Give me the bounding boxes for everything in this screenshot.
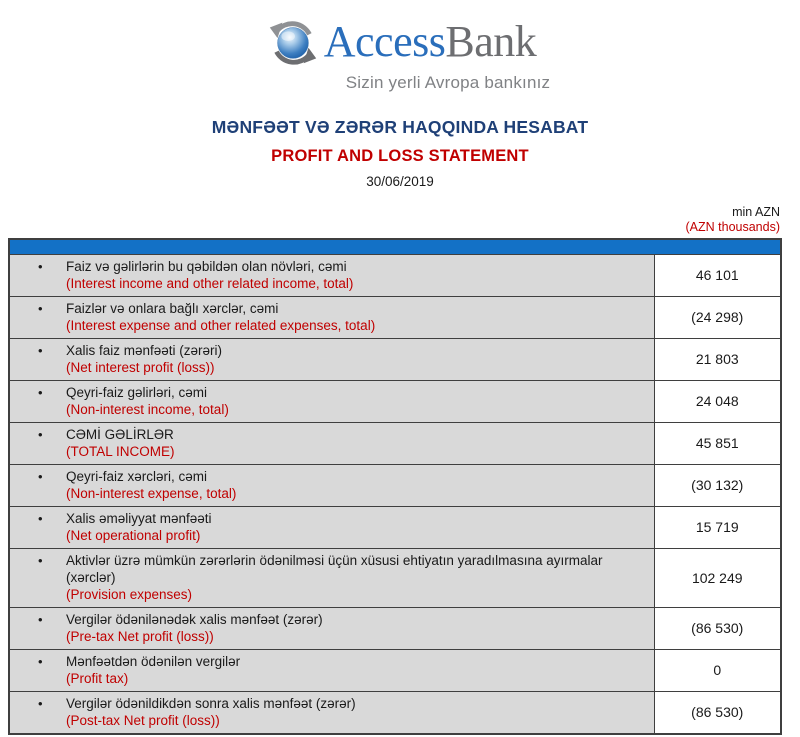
brand-access: Access xyxy=(323,17,446,66)
table-row: • Qeyri-faiz gəlirləri, cəmi (Non-intere… xyxy=(8,379,782,423)
row-label-en: (TOTAL INCOME) xyxy=(66,443,175,459)
table-row: • Xalis faiz mənfəəti (zərəri) (Net inte… xyxy=(8,337,782,381)
table-row: • Qeyri-faiz xərcləri, cəmi (Non-interes… xyxy=(8,463,782,507)
row-label-az: Mənfəətdən ödənilən vergilər xyxy=(66,653,241,669)
row-value: 45 851 xyxy=(653,421,782,465)
report-date: 30/06/2019 xyxy=(366,174,434,189)
row-label-az: Qeyri-faiz xərcləri, cəmi xyxy=(66,468,208,484)
bullet-icon: • xyxy=(38,510,43,526)
row-value: 46 101 xyxy=(653,253,782,297)
table-header-bar xyxy=(8,238,782,255)
bullet-icon: • xyxy=(38,258,43,274)
row-label-az: Aktivlər üzrə mümkün zərərlərin ödənilmə… xyxy=(66,552,603,585)
report-title-az: MƏNFƏƏT VƏ ZƏRƏR HAQQINDA HESABAT xyxy=(211,117,589,137)
bullet-icon: • xyxy=(38,384,43,400)
row-label-en: (Pre-tax Net profit (loss)) xyxy=(66,628,214,644)
units-label-az: min AZN xyxy=(732,205,780,219)
row-label-en: (Net interest profit (loss)) xyxy=(66,359,215,375)
row-value: 21 803 xyxy=(653,337,782,381)
row-label-az: Qeyri-faiz gəlirləri, cəmi xyxy=(66,384,208,400)
row-value: (86 530) xyxy=(653,606,782,650)
row-label-en: (Provision expenses) xyxy=(66,586,193,602)
row-label-az: Faizlər və onlara bağlı xərclər, cəmi xyxy=(66,300,279,316)
row-label-cell: • Qeyri-faiz gəlirləri, cəmi (Non-intere… xyxy=(8,379,655,423)
table-header-row xyxy=(8,238,782,255)
row-label-az: Vergilər ödənildikdən sonra xalis mənfəə… xyxy=(66,695,356,711)
row-value: (30 132) xyxy=(653,463,782,507)
table-row: • CƏMİ GƏLİRLƏR (TOTAL INCOME) 45 851 xyxy=(8,421,782,465)
row-label-az: Xalis əməliyyat mənfəəti xyxy=(66,510,212,526)
row-label-cell: • Faiz və gəlirlərin bu qəbildən olan nö… xyxy=(8,253,655,297)
pl-table: • Faiz və gəlirlərin bu qəbildən olan nö… xyxy=(8,238,782,735)
bullet-icon: • xyxy=(38,611,43,627)
row-label-en: (Interest expense and other related expe… xyxy=(66,317,376,333)
row-label-cell: • Vergilər ödənilənədək xalis mənfəət (z… xyxy=(8,606,655,650)
row-label-cell: • Mənfəətdən ödənilən vergilər (Profit t… xyxy=(8,648,655,692)
row-label-cell: • CƏMİ GƏLİRLƏR (TOTAL INCOME) xyxy=(8,421,655,465)
table-row: • Vergilər ödənildikdən sonra xalis mənf… xyxy=(8,690,782,734)
row-value: (86 530) xyxy=(653,690,782,734)
globe-icon xyxy=(269,21,316,65)
table-row: • Vergilər ödənilənədək xalis mənfəət (z… xyxy=(8,606,782,650)
bullet-icon: • xyxy=(38,552,43,568)
row-label-en: (Profit tax) xyxy=(66,670,129,686)
row-label-cell: • Faizlər və onlara bağlı xərclər, cəmi … xyxy=(8,295,655,339)
row-label-az: Vergilər ödənilənədək xalis mənfəət (zər… xyxy=(66,611,323,627)
row-label-az: Xalis faiz mənfəəti (zərəri) xyxy=(66,342,223,358)
row-label-az: CƏMİ GƏLİRLƏR xyxy=(66,426,174,442)
logo-tagline: Sizin yerli Avropa bankınız xyxy=(345,73,551,92)
bullet-icon: • xyxy=(38,653,43,669)
row-value: 0 xyxy=(653,648,782,692)
row-label-cell: • Xalis faiz mənfəəti (zərəri) (Net inte… xyxy=(8,337,655,381)
bullet-icon: • xyxy=(38,695,43,711)
row-value: 102 249 xyxy=(653,547,782,608)
units-block: min AZN (AZN thousands) xyxy=(0,205,780,235)
row-value: (24 298) xyxy=(653,295,782,339)
row-label-en: (Non-interest income, total) xyxy=(66,401,229,417)
accessbank-logo: AccessBank Sizin yerli Avropa bankınız xyxy=(0,12,800,93)
row-value: 24 048 xyxy=(653,379,782,423)
units-label-en: (AZN thousands) xyxy=(685,220,780,234)
row-label-cell: • Qeyri-faiz xərcləri, cəmi (Non-interes… xyxy=(8,463,655,507)
table-row: • Faiz və gəlirlərin bu qəbildən olan nö… xyxy=(8,253,782,297)
row-label-en: (Interest income and other related incom… xyxy=(66,275,354,291)
row-label-en: (Net operational profit) xyxy=(66,527,201,543)
table-row: • Faizlər və onlara bağlı xərclər, cəmi … xyxy=(8,295,782,339)
brand-wordmark: AccessBank xyxy=(324,18,537,66)
table-row: • Aktivlər üzrə mümkün zərərlərin ödənil… xyxy=(8,547,782,608)
row-label-en: (Post-tax Net profit (loss)) xyxy=(66,712,220,728)
row-value: 15 719 xyxy=(653,505,782,549)
bullet-icon: • xyxy=(38,342,43,358)
brand-bank: Bank xyxy=(445,17,537,66)
table-row: • Xalis əməliyyat mənfəəti (Net operatio… xyxy=(8,505,782,549)
row-label-cell: • Vergilər ödənildikdən sonra xalis mənf… xyxy=(8,690,655,734)
bullet-icon: • xyxy=(38,426,43,442)
row-label-en: (Non-interest expense, total) xyxy=(66,485,237,501)
row-label-cell: • Xalis əməliyyat mənfəəti (Net operatio… xyxy=(8,505,655,549)
row-label-cell: • Aktivlər üzrə mümkün zərərlərin ödənil… xyxy=(8,547,655,608)
report-title-en: PROFIT AND LOSS STATEMENT xyxy=(271,147,529,165)
row-label-az: Faiz və gəlirlərin bu qəbildən olan növl… xyxy=(66,258,347,274)
bullet-icon: • xyxy=(38,300,43,316)
bullet-icon: • xyxy=(38,468,43,484)
table-row: • Mənfəətdən ödənilən vergilər (Profit t… xyxy=(8,648,782,692)
